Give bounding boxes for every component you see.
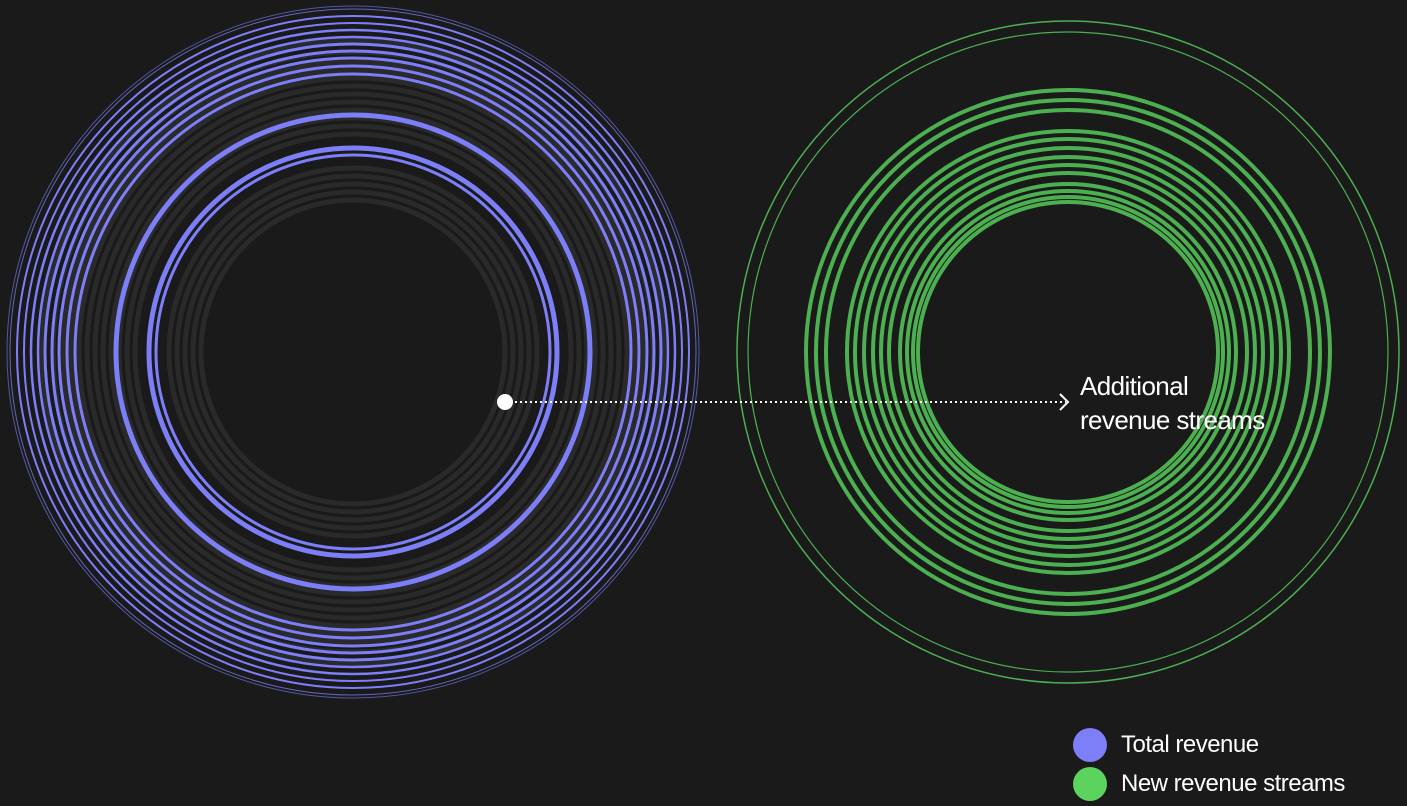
- dim-ring: [108, 107, 598, 597]
- dim-ring: [182, 181, 524, 523]
- total-revenue-swatch-icon: [1073, 728, 1107, 762]
- dim-ring: [174, 173, 532, 531]
- total-revenue-ring: [36, 35, 670, 669]
- dim-ring: [132, 131, 574, 573]
- new-revenue-streams-ring: [916, 200, 1220, 504]
- new-revenue-streams-ring: [824, 108, 1312, 596]
- dim-ring: [166, 165, 540, 539]
- total-revenue-ring: [146, 145, 560, 559]
- total-revenue-ring: [43, 42, 663, 662]
- total-revenue-ring: [113, 112, 593, 592]
- new-revenue-streams-ring: [879, 163, 1257, 541]
- annotation-line-1: Additional: [1080, 371, 1188, 401]
- new-revenue-streams-ring: [814, 98, 1322, 606]
- legend-item-total-revenue: Total revenue: [1073, 728, 1345, 762]
- new-revenue-streams-ring: [853, 137, 1283, 567]
- total-revenue-ring: [23, 22, 683, 682]
- dim-ring: [92, 91, 614, 613]
- total-revenue-rings: [6, 5, 700, 699]
- dim-ring: [84, 83, 622, 621]
- total-revenue-ring: [57, 56, 649, 648]
- total-revenue-ring: [16, 15, 690, 689]
- new-revenue-streams-ring: [905, 189, 1231, 515]
- dim-ring: [190, 189, 516, 515]
- total-revenue-ring: [6, 5, 700, 699]
- dim-ring: [116, 115, 590, 589]
- new-revenue-streams-ring: [911, 195, 1225, 509]
- legend: Total revenue New revenue streams: [1073, 728, 1345, 806]
- dim-ring: [198, 197, 508, 507]
- connector-start-dot: [497, 394, 513, 410]
- new-revenue-streams-ring: [862, 146, 1274, 558]
- new-revenue-streams-ring: [804, 88, 1332, 616]
- new-revenue-streams-swatch-icon: [1073, 767, 1107, 801]
- total-revenue-ring: [154, 153, 552, 551]
- total-revenue-ring: [9, 8, 697, 696]
- dim-ring: [38, 37, 668, 667]
- new-revenue-streams-ring: [747, 31, 1389, 673]
- dim-ring: [100, 99, 606, 605]
- new-revenue-streams-ring: [887, 171, 1249, 533]
- legend-label-total-revenue: Total revenue: [1121, 731, 1259, 758]
- dim-ring: [76, 75, 630, 629]
- annotation-line-2: revenue streams: [1080, 405, 1265, 435]
- new-revenue-streams-ring: [871, 155, 1265, 549]
- dim-ring: [124, 123, 582, 581]
- legend-item-new-revenue-streams: New revenue streams: [1073, 767, 1345, 801]
- total-revenue-ring: [73, 72, 633, 632]
- new-revenue-streams-ring: [845, 129, 1291, 575]
- total-revenue-ring: [65, 64, 641, 640]
- new-revenue-streams-ring: [898, 182, 1238, 522]
- dim-ring: [68, 67, 638, 637]
- dim-ring: [60, 59, 646, 645]
- annotation-label: Additional revenue streams: [1080, 371, 1265, 435]
- total-revenue-ring: [29, 28, 677, 676]
- legend-label-new-revenue-streams: New revenue streams: [1121, 770, 1345, 797]
- dim-ring: [50, 49, 656, 655]
- total-revenue-ring: [50, 49, 656, 655]
- new-revenue-streams-rings: [736, 20, 1400, 684]
- arrow-head-icon: [1059, 393, 1070, 411]
- annotation-connector: [497, 393, 1070, 411]
- new-revenue-streams-ring: [736, 20, 1400, 684]
